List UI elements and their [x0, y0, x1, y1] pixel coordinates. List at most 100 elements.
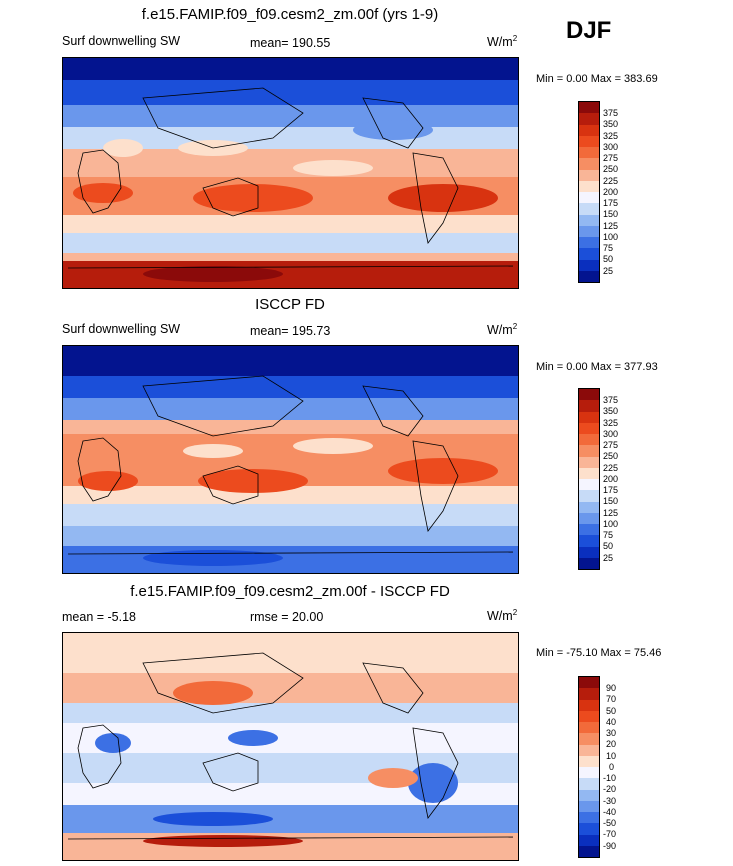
panel-2-colorbar-swatch [579, 512, 599, 524]
panel-2-colorbar-tick: 25 [603, 553, 614, 563]
panel-3-colorbar-swatch [579, 823, 599, 835]
panel-3-colorbar-tick: -70 [603, 829, 617, 839]
panel-1-colorbar-tick: 75 [603, 243, 614, 253]
panel-1-units: W/m2 [487, 34, 518, 50]
panel-3-colorbar-swatch [579, 710, 599, 722]
panel-3-colorbar-swatch [579, 800, 599, 812]
panel-1-colorbar-swatch [579, 102, 599, 114]
panel-1-colorbar-swatch [579, 113, 599, 125]
panel-1-colorbar-swatch [579, 192, 599, 204]
panel-1-colorbar-tick: 325 [603, 131, 619, 141]
panel-1-colorbar-swatch [579, 135, 599, 147]
panel-3-rmse-label: rmse = 20.00 [250, 610, 324, 624]
panel-3-colorbar-swatch [579, 677, 599, 689]
panel-1-title: f.e15.FAMIP.f09_f09.cesm2_zm.00f (yrs 1-… [141, 6, 439, 23]
panel-3-colorbar-tick: -10 [603, 773, 617, 783]
panel-2-colorbar-swatch [579, 490, 599, 502]
panel-3-mean-label: mean = -5.18 [62, 610, 137, 624]
panel-3-colorbar-tick: 40 [606, 717, 617, 727]
panel-1-colorbar-swatch [579, 237, 599, 249]
panel-2-colorbar-tick: 275 [603, 440, 619, 450]
panel-1-colorbar-swatch [579, 203, 599, 215]
panel-2-colorbar-swatch [579, 422, 599, 434]
panel-1-colorbar-swatch [579, 124, 599, 136]
panel-2-colorbar-tick: 250 [603, 451, 619, 461]
panel-2-colorbar-swatch [579, 557, 599, 569]
panel-3-minmax: Min = -75.10 Max = 75.46 [536, 647, 662, 659]
panel-3-colorbar-tick: -40 [603, 807, 617, 817]
panel-1-colorbar-swatch [579, 214, 599, 226]
panel-2-colorbar-tick: 300 [603, 429, 619, 439]
panel-3-colorbar-tick: -90 [603, 841, 617, 851]
panel-2-colorbar-swatch [579, 400, 599, 412]
panel-1-colorbar-swatch [579, 147, 599, 159]
panel-3-colorbar-swatch [579, 812, 599, 824]
panel-2-title: ISCCP FD [255, 296, 325, 313]
panel-2-variable-label: Surf downwelling SW [62, 322, 181, 336]
panel-3-units: W/m2 [487, 608, 518, 624]
panel-1-colorbar-tick: 200 [603, 187, 619, 197]
panel-2-minmax: Min = 0.00 Max = 377.93 [536, 361, 658, 373]
panel-2-map-field [63, 346, 518, 573]
season-label: DJF [566, 17, 612, 44]
panel-3-colorbar-swatch [579, 699, 599, 711]
panel-3-colorbar-swatch [579, 845, 599, 857]
panel-2-colorbar-swatch [579, 535, 599, 547]
panel-3-colorbar [578, 676, 600, 858]
panel-2-colorbar-swatch [579, 445, 599, 457]
panel-3-colorbar-swatch [579, 834, 599, 846]
panel-1-colorbar-swatch [579, 259, 599, 271]
panel-3-colorbar-swatch [579, 767, 599, 779]
panel-2-colorbar-swatch [579, 467, 599, 479]
panel-1-colorbar-tick: 350 [603, 119, 619, 129]
panel-2-colorbar-tick: 375 [603, 395, 619, 405]
panel-2-colorbar-swatch [579, 389, 599, 401]
panel-3-colorbar-tick: 70 [606, 694, 617, 704]
panel-3-colorbar-tick: 90 [606, 683, 617, 693]
panel-2-colorbar-swatch [579, 501, 599, 513]
panel-2-colorbar-tick: 100 [603, 519, 619, 529]
panel-1-colorbar-swatch [579, 225, 599, 237]
panel-1-colorbar-tick: 275 [603, 153, 619, 163]
panel-2-colorbar-tick: 125 [603, 508, 619, 518]
panel-3-colorbar-tick: -20 [603, 784, 617, 794]
panel-2-colorbar-swatch [579, 434, 599, 446]
panel-1-colorbar-tick: 100 [603, 232, 619, 242]
panel-1-variable-label: Surf downwelling SW [62, 34, 181, 48]
panel-3-map [62, 632, 519, 861]
panel-2-colorbar-tick: 325 [603, 418, 619, 428]
panel-3-colorbar-swatch [579, 722, 599, 734]
panel-1-colorbar-swatch [579, 158, 599, 170]
panel-1-colorbar [578, 101, 600, 283]
panel-3-colorbar-swatch [579, 755, 599, 767]
panel-2-colorbar-tick: 350 [603, 406, 619, 416]
panel-1-colorbar-swatch [579, 180, 599, 192]
panel-2-colorbar-swatch [579, 479, 599, 491]
panel-2-colorbar-tick: 225 [603, 463, 619, 473]
panel-3-colorbar-swatch [579, 688, 599, 700]
panel-2-colorbar-swatch [579, 546, 599, 558]
panel-3-map-field [63, 633, 518, 860]
panel-2-colorbar-tick: 50 [603, 541, 614, 551]
panel-1-colorbar-tick: 125 [603, 221, 619, 231]
panel-1-colorbar-tick: 150 [603, 209, 619, 219]
panel-1-colorbar-swatch [579, 270, 599, 282]
panel-3-colorbar-swatch [579, 778, 599, 790]
panel-1-map [62, 57, 519, 289]
panel-3-colorbar-tick: 50 [606, 706, 617, 716]
panel-3-colorbar-tick: 10 [606, 751, 617, 761]
panel-2-colorbar-tick: 75 [603, 530, 614, 540]
panel-1-colorbar-swatch [579, 248, 599, 260]
panel-2-colorbar-swatch [579, 411, 599, 423]
panel-1-colorbar-tick: 175 [603, 198, 619, 208]
panel-2-colorbar-tick: 175 [603, 485, 619, 495]
panel-2-mean-label: mean= 195.73 [250, 324, 331, 338]
panel-2-colorbar-swatch [579, 524, 599, 536]
panel-3-colorbar-tick: -30 [603, 796, 617, 806]
panel-2-units: W/m2 [487, 322, 518, 338]
panel-3-colorbar-swatch [579, 744, 599, 756]
panel-2-colorbar-tick: 150 [603, 496, 619, 506]
panel-1-colorbar-tick: 300 [603, 142, 619, 152]
panel-2-map [62, 345, 519, 574]
panel-1-map-field [63, 58, 518, 288]
